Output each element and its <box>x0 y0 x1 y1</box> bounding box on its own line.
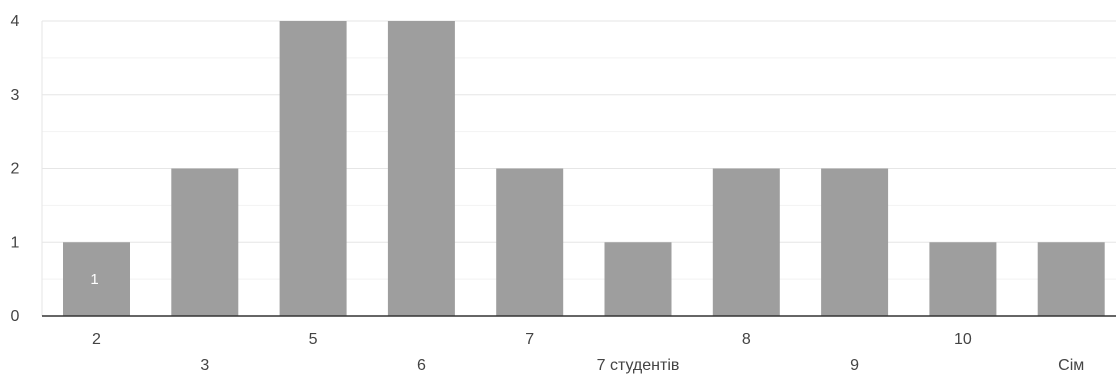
y-tick-label: 3 <box>11 87 20 104</box>
x-tick-label: 2 <box>92 331 101 348</box>
x-tick-label: 8 <box>742 331 751 348</box>
x-tick-label: 3 <box>200 357 209 374</box>
bar-data-label: 1 <box>90 271 98 288</box>
bar <box>929 242 997 316</box>
bar <box>712 168 780 316</box>
x-axis-ticks: 2 3 5 6 7 7 студентів 8 9 10 Сім <box>92 331 1084 374</box>
bar <box>171 168 239 316</box>
x-tick-label: Сім <box>1058 357 1084 374</box>
x-tick-label: 5 <box>309 331 318 348</box>
bars: 1 <box>63 21 1105 316</box>
y-tick-label: 4 <box>11 13 20 30</box>
bar <box>1037 242 1105 316</box>
y-tick-label: 1 <box>11 234 20 251</box>
x-tick-label: 6 <box>417 357 426 374</box>
bar <box>63 242 130 316</box>
bar <box>279 21 347 316</box>
bar <box>604 242 672 316</box>
x-tick-label: 9 <box>850 357 859 374</box>
x-tick-label: 7 студентів <box>597 357 680 374</box>
x-tick-label: 7 <box>525 331 534 348</box>
y-axis-ticks: 0 1 2 3 4 <box>11 13 20 325</box>
bar <box>821 168 889 316</box>
x-tick-label: 10 <box>954 331 972 348</box>
bar <box>496 168 564 316</box>
y-tick-label: 2 <box>11 161 20 178</box>
bar <box>387 21 455 316</box>
y-tick-label: 0 <box>11 308 20 325</box>
